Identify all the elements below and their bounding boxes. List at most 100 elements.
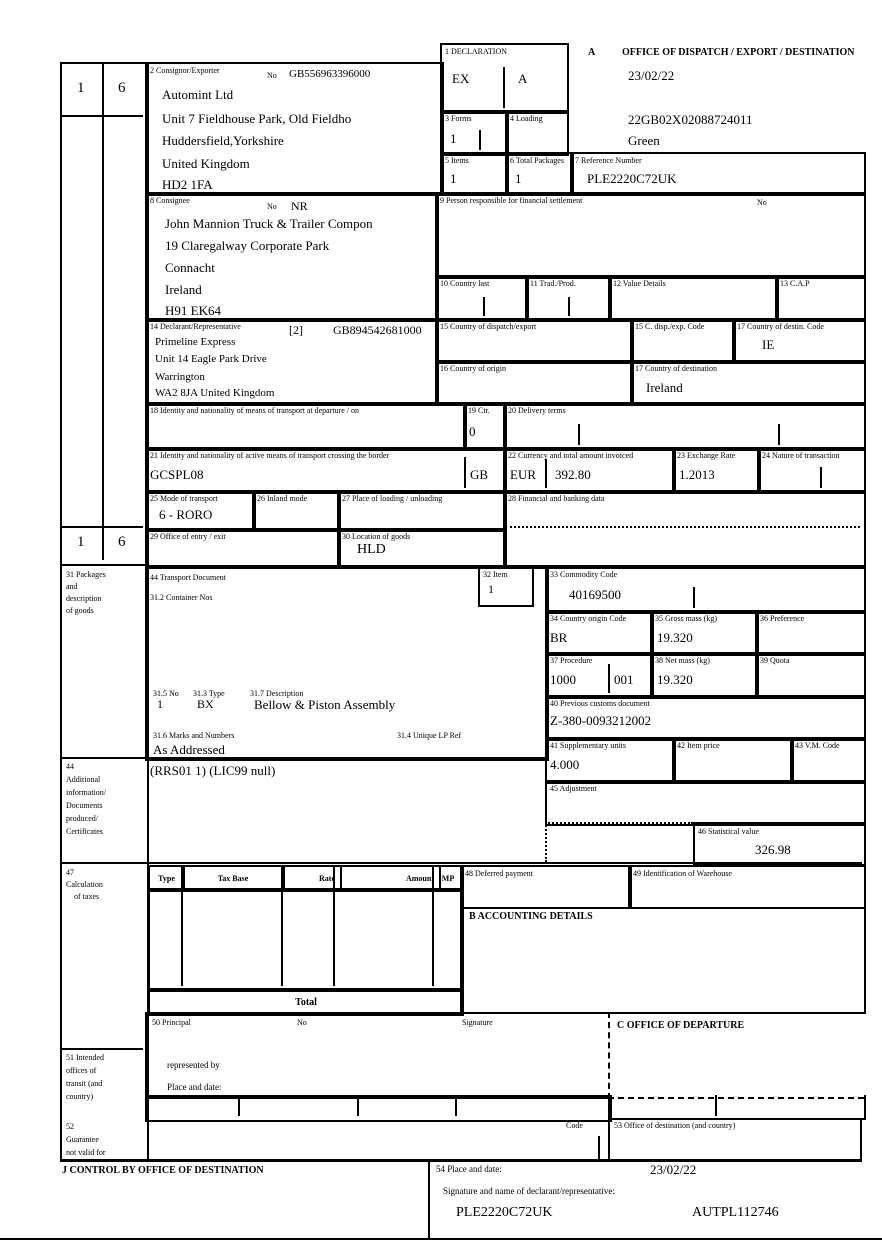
- dispatch-date: 23/02/22: [628, 68, 675, 83]
- box22-amount: 392.80: [555, 467, 591, 482]
- dotted-line: [505, 526, 860, 528]
- box44-label-line: Additional: [66, 775, 101, 784]
- box-51-transit-offices-row: [145, 1095, 612, 1122]
- box-48-deferred-payment: 48 Deferred payment: [460, 865, 632, 909]
- box52-code-label: Code: [566, 1121, 583, 1130]
- routing-status: Green: [628, 133, 660, 148]
- box31-6-label: 31.6 Marks and Numbers: [153, 731, 235, 740]
- divider-line: [62, 115, 143, 117]
- box9-no-label: No: [757, 198, 767, 207]
- tax-header-tax-base: Tax Base: [181, 865, 285, 892]
- divider-line: [778, 424, 780, 445]
- box-9-financial-settlement: 9 Person responsible for financial settl…: [435, 192, 866, 279]
- box31-4-label: 31.4 Unique LP Ref: [397, 731, 462, 740]
- box38-value: 19.320: [657, 672, 693, 687]
- box31-2-container-label: 31.2 Container Nos: [150, 593, 213, 602]
- box28-label: 28 Financial and banking data: [508, 494, 605, 503]
- box2-label: 2 Consignor/Exporter: [150, 66, 220, 75]
- box-16-country-origin: 16 Country of origin: [435, 360, 634, 406]
- box51-label-line: country): [66, 1092, 94, 1101]
- box37-value-2: 001: [614, 672, 634, 687]
- box15-label: 15 Country of dispatch/export: [440, 322, 537, 331]
- box31-label-line: 31 Packages: [66, 570, 106, 579]
- box47-label-line: 47: [66, 868, 74, 877]
- divider-line: [608, 664, 610, 693]
- box45-label: 45 Adjustment: [550, 784, 597, 793]
- box17-value: Ireland: [646, 380, 683, 395]
- box-41-supplementary-units: 41 Supplementary units 4.000: [545, 737, 676, 784]
- address-line: Unit 14 Eagle Park Drive: [155, 353, 267, 365]
- box8-label: 8 Consignee: [150, 196, 190, 205]
- box41-label: 41 Supplementary units: [550, 741, 626, 750]
- box19-value: 0: [469, 424, 476, 439]
- box31-7-label: 31.7 Description: [250, 689, 304, 698]
- address-line: United Kingdom: [162, 156, 250, 171]
- declaration-subtype: A: [518, 71, 528, 86]
- box5-label: 5 Items: [445, 156, 469, 165]
- box-25-mode-transport: 25 Mode of transport 6 - RORO: [145, 490, 256, 532]
- box17a-value: IE: [762, 337, 775, 352]
- address-line: Connacht: [165, 260, 215, 275]
- box35-label: 35 Gross mass (kg): [655, 614, 717, 623]
- box12-label: 12 Value Details: [613, 279, 666, 288]
- box-19-ctr: 19 Ctr. 0: [463, 402, 507, 451]
- box-7-reference-number: 7 Reference Number PLE2220C72UK: [570, 152, 866, 196]
- section-c-office-departure: C OFFICE OF DEPARTURE: [608, 1012, 864, 1099]
- box40-value: Z-380-0093212002: [550, 713, 652, 728]
- box23-label: 23 Exchange Rate: [677, 451, 736, 460]
- box-42-item-price: 42 Item price: [672, 737, 794, 784]
- box1-label: 1 DECLARATION: [445, 47, 507, 56]
- box19-label: 19 Ctr.: [468, 406, 490, 415]
- address-line: Automint Ltd: [162, 87, 234, 102]
- box44-label-line: Documents: [66, 801, 103, 810]
- address-line: Warrington: [155, 371, 205, 383]
- copy-number: 1: [77, 534, 85, 550]
- box2-no-label: No: [267, 71, 277, 80]
- box30-label: 30 Location of goods: [342, 532, 411, 541]
- divider-line: [578, 424, 580, 445]
- box41-value: 4.000: [550, 757, 580, 772]
- box5-value: 1: [450, 171, 457, 186]
- box31-3-value: BX: [197, 697, 214, 711]
- box-8-consignee: 8 Consignee No NR John Mannion Truck & T…: [145, 192, 439, 322]
- box43-label: 43 V.M. Code: [795, 741, 840, 750]
- divider-line: [60, 862, 862, 864]
- box31-5-value: 1: [157, 697, 163, 711]
- box21-value: GCSPL08: [150, 467, 204, 482]
- divider-line: [432, 890, 434, 986]
- box-33-commodity-code: 33 Commodity Code 40169500: [545, 565, 866, 614]
- box-36-preference: 36 Preference: [755, 610, 866, 656]
- box-39-quota: 39 Quota: [755, 652, 866, 699]
- box20-label: 20 Delivery terms: [508, 406, 566, 415]
- box10-label: 10 Country last: [440, 279, 490, 288]
- box-15-country-dispatch: 15 Country of dispatch/export: [435, 318, 634, 364]
- box-10-country-last: 10 Country last: [435, 275, 529, 322]
- box-24-nature-transaction: 24 Nature of transaction: [757, 447, 866, 494]
- box50-signature-label: Signature: [462, 1018, 493, 1027]
- box-35-gross-mass: 35 Gross mass (kg) 19.320: [650, 610, 759, 656]
- box24-label: 24 Nature of transaction: [762, 451, 840, 460]
- box-2-consignor-exporter: 2 Consignor/Exporter No GB556963396000 A…: [145, 62, 444, 196]
- box32-label: 32 Item: [483, 570, 508, 579]
- box26-label: 26 Inland mode: [257, 494, 308, 503]
- box14-code: [2]: [289, 323, 303, 337]
- box44-label-line: produced/: [66, 814, 98, 823]
- tax-table-body: [148, 888, 464, 992]
- section-b-accounting: B ACCOUNTING DETAILS: [460, 905, 866, 1014]
- box3-label: 3 Forms: [445, 114, 472, 123]
- box-26-inland-mode: 26 Inland mode: [252, 490, 341, 532]
- box44-label-line: Certificates: [66, 827, 103, 836]
- box-18-transport-departure: 18 Identity and nationality of means of …: [145, 402, 467, 451]
- box37-label: 37 Procedure: [550, 656, 593, 665]
- box-15a-dispatch-code: 15 C. disp./exp. Code: [630, 318, 736, 364]
- office-a-title: OFFICE OF DISPATCH / EXPORT / DESTINATIO…: [622, 47, 855, 58]
- box-37-procedure: 37 Procedure 1000 001: [545, 652, 654, 699]
- divider-line: [860, 1118, 862, 1160]
- box13-label: 13 C.A.P: [780, 279, 810, 288]
- divider-line: [62, 526, 143, 528]
- divider-line: [428, 1162, 430, 1240]
- box32-value: 1: [488, 582, 494, 596]
- box31-label-line: and: [66, 582, 78, 591]
- box-17a-destination-code: 17 Country of destin. Code IE: [732, 318, 866, 364]
